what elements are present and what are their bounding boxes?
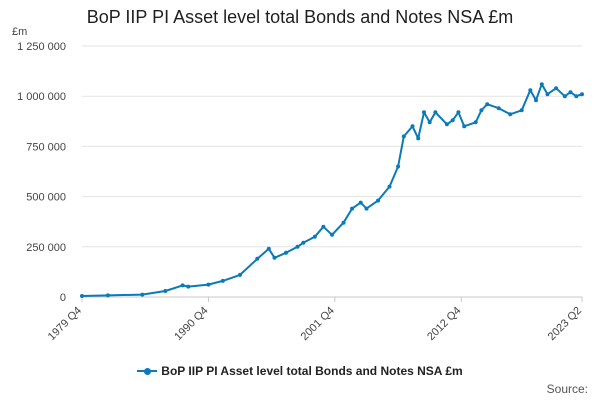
data-point [220, 278, 225, 283]
data-point [140, 292, 145, 297]
data-point [284, 250, 288, 255]
legend-label: BoP IIP PI Asset level total Bonds and N… [161, 364, 463, 378]
data-point [456, 110, 461, 115]
chart-title: BoP IIP PI Asset level total Bonds and N… [86, 7, 514, 27]
y-tick-label: 250 000 [26, 242, 66, 254]
data-point [376, 198, 380, 203]
data-point [416, 136, 421, 141]
data-point [568, 90, 573, 95]
data-point [479, 108, 484, 113]
data-point [295, 244, 300, 249]
data-point [358, 200, 363, 205]
data-point [350, 206, 355, 211]
y-tick-label: 750 000 [26, 141, 66, 153]
data-point [396, 164, 401, 169]
data-point [180, 283, 185, 288]
data-point [272, 255, 277, 260]
data-point [433, 110, 438, 115]
x-tick-label: 1990 Q4 [172, 305, 210, 343]
data-point [534, 98, 538, 103]
x-tick-label: 2012 Q4 [425, 305, 463, 343]
x-tick-label: 2001 Q4 [299, 305, 337, 343]
data-point [301, 240, 306, 245]
data-point [80, 294, 84, 298]
data-point [554, 86, 559, 91]
data-point [496, 106, 501, 111]
x-tick-label: 2023 Q2 [546, 305, 584, 343]
data-point [574, 94, 579, 99]
data-point [330, 232, 334, 237]
data-point [410, 124, 415, 129]
data-point [341, 220, 346, 225]
data-point [519, 108, 524, 113]
data-point [508, 112, 513, 117]
source-label: Source: [546, 382, 588, 396]
data-point [186, 284, 191, 289]
series-layer [80, 82, 584, 298]
data-point [401, 134, 406, 139]
legend[interactable]: BoP IIP PI Asset level total Bonds and N… [0, 364, 600, 378]
data-point [444, 122, 449, 127]
data-point [364, 206, 369, 211]
data-point [206, 282, 211, 287]
data-point [163, 289, 168, 293]
y-tick-label: 1 250 000 [17, 41, 66, 53]
y-tick-label: 1 000 000 [17, 91, 66, 103]
data-point [312, 234, 317, 239]
data-point [266, 246, 271, 251]
gridlines [82, 45, 582, 248]
data-point [422, 110, 426, 115]
series-line [81, 83, 583, 297]
data-point [427, 120, 432, 125]
data-point [539, 82, 544, 87]
data-point [238, 272, 242, 277]
y-tick-label: 500 000 [26, 192, 66, 204]
data-point [528, 88, 533, 93]
data-point [450, 118, 455, 123]
y-tick-label: 0 [60, 292, 66, 304]
data-point [545, 92, 550, 97]
data-point [580, 92, 584, 97]
legend-swatch-icon [137, 366, 158, 376]
data-point [562, 94, 567, 99]
data-point [462, 124, 467, 129]
y-axis-label: £m [12, 26, 27, 38]
data-point [473, 120, 478, 125]
data-point [485, 102, 490, 107]
data-point [255, 256, 260, 261]
x-tick-label: 1979 Q4 [46, 305, 84, 343]
data-point [321, 224, 326, 229]
data-point [387, 184, 392, 189]
data-point [105, 293, 110, 298]
